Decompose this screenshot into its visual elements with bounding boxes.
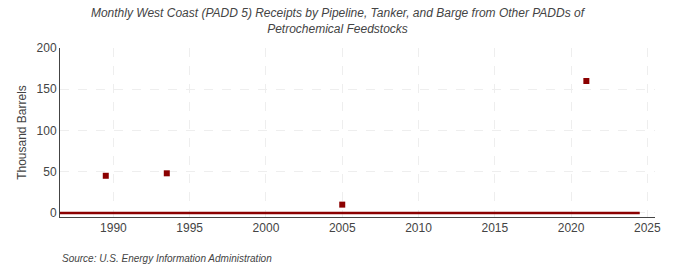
svg-text:1995: 1995 [176,221,203,235]
svg-text:Thousand Barrels: Thousand Barrels [15,85,29,180]
svg-text:50: 50 [43,165,57,179]
svg-text:Monthly West Coast (PADD 5) Re: Monthly West Coast (PADD 5) Receipts by … [91,6,586,36]
svg-text:150: 150 [37,82,57,96]
svg-text:2000: 2000 [253,221,280,235]
svg-text:2010: 2010 [405,221,432,235]
svg-text:1990: 1990 [100,221,127,235]
svg-text:100: 100 [37,124,57,138]
svg-text:0: 0 [50,206,57,220]
svg-text:2005: 2005 [329,221,356,235]
svg-text:2020: 2020 [558,221,585,235]
svg-text:2015: 2015 [481,221,508,235]
svg-text:200: 200 [37,41,57,55]
svg-text:2025: 2025 [634,221,661,235]
svg-text:Source: U.S. Energy Informatio: Source: U.S. Energy Information Administ… [62,253,272,264]
